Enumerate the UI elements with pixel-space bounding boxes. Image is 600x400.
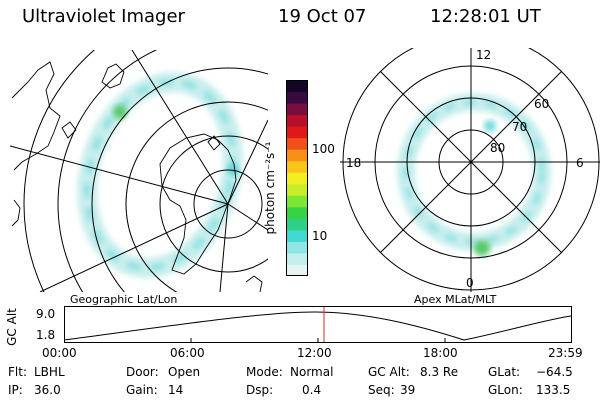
colorbar-segment [286, 195, 308, 208]
colorbar-tick-10: 10 [312, 229, 328, 243]
gain-label: Gain: [126, 383, 158, 397]
auroral-oval-mlt [397, 93, 551, 251]
colorbar-segment [286, 149, 308, 162]
latitude-grid [23, 50, 268, 292]
coastlines [11, 61, 263, 292]
colorbar-segment [286, 218, 308, 231]
polar-mlat-mlt-plot [340, 48, 600, 292]
mode-label: Mode: [246, 365, 283, 379]
emission-hotspot [113, 105, 127, 119]
colorbar-segment [286, 103, 308, 116]
emission-hotspot [484, 120, 496, 132]
door-label: Door: [126, 365, 159, 379]
mlt-label-18: 18 [346, 156, 362, 170]
colorbar-segment [286, 80, 308, 93]
filter-value: LBHL [34, 365, 65, 379]
x-ticks [190, 338, 446, 343]
glat-label: GLat: [488, 365, 521, 379]
mode-value: Normal [290, 365, 334, 379]
geographic-map [10, 50, 268, 292]
colorbar-segment [286, 160, 308, 173]
colorbar-segment [286, 183, 308, 196]
auroral-oval-geo [77, 72, 243, 278]
dsp-value: 0.4 [302, 383, 322, 397]
apex-caption: Apex MLat/MLT [414, 293, 497, 306]
ip-value: 36.0 [34, 383, 61, 397]
mlat-label-80: 80 [490, 141, 506, 155]
colorbar [286, 80, 308, 276]
gain-value: 14 [168, 383, 184, 397]
altitude-ytick-min: 1.8 [36, 328, 56, 342]
colorbar-segment [286, 229, 308, 242]
altitude-curve [64, 311, 572, 341]
mlt-label-0: 0 [466, 276, 474, 290]
time-tick-0600: 06:00 [170, 346, 205, 360]
altitude-ylabel: GC Alt [5, 308, 19, 346]
time-tick-2359: 23:59 [548, 346, 583, 360]
colorbar-segment [286, 91, 308, 104]
colorbar-unit-label: photon cm⁻²s⁻¹ [263, 141, 277, 235]
time-tick-1200: 12:00 [297, 346, 332, 360]
filter-label: Flt: [8, 365, 27, 379]
colorbar-segment [286, 137, 308, 150]
seq-value: 39 [400, 383, 416, 397]
gc-alt-value: 8.3 Re [420, 365, 459, 379]
longitude-grid [10, 50, 268, 292]
observation-time: 12:28:01 UT [430, 6, 541, 27]
colorbar-segment [286, 252, 308, 265]
colorbar-segment [286, 241, 308, 254]
colorbar-segment [286, 126, 308, 139]
observation-date: 19 Oct 07 [278, 6, 367, 27]
dsp-label: Dsp: [246, 383, 274, 397]
ip-label: IP: [8, 383, 23, 397]
mlt-label-6: 6 [576, 156, 584, 170]
colorbar-segment [286, 172, 308, 185]
geographic-caption: Geographic Lat/Lon [70, 293, 178, 306]
instrument-title: Ultraviolet Imager [22, 6, 185, 27]
mlat-label-70: 70 [512, 120, 528, 134]
mlt-label-12: 12 [476, 48, 492, 62]
emission-hotspot [474, 240, 490, 256]
altitude-ytick-max: 9.0 [36, 307, 56, 321]
colorbar-segment [286, 114, 308, 127]
glat-value: −64.5 [536, 365, 573, 379]
glon-label: GLon: [488, 383, 523, 397]
mlat-label-60: 60 [534, 97, 550, 111]
mlt-spokes [340, 48, 600, 292]
colorbar-segment [286, 264, 308, 276]
colorbar-segment [286, 206, 308, 219]
glon-value: 133.5 [536, 383, 571, 397]
door-value: Open [168, 365, 201, 379]
time-tick-0000: 00:00 [42, 346, 77, 360]
colorbar-tick-100: 100 [312, 142, 335, 156]
gc-alt-label: GC Alt: [368, 365, 410, 379]
altitude-plot [64, 306, 572, 343]
time-tick-1800: 18:00 [423, 346, 458, 360]
seq-label: Seq: [368, 383, 395, 397]
